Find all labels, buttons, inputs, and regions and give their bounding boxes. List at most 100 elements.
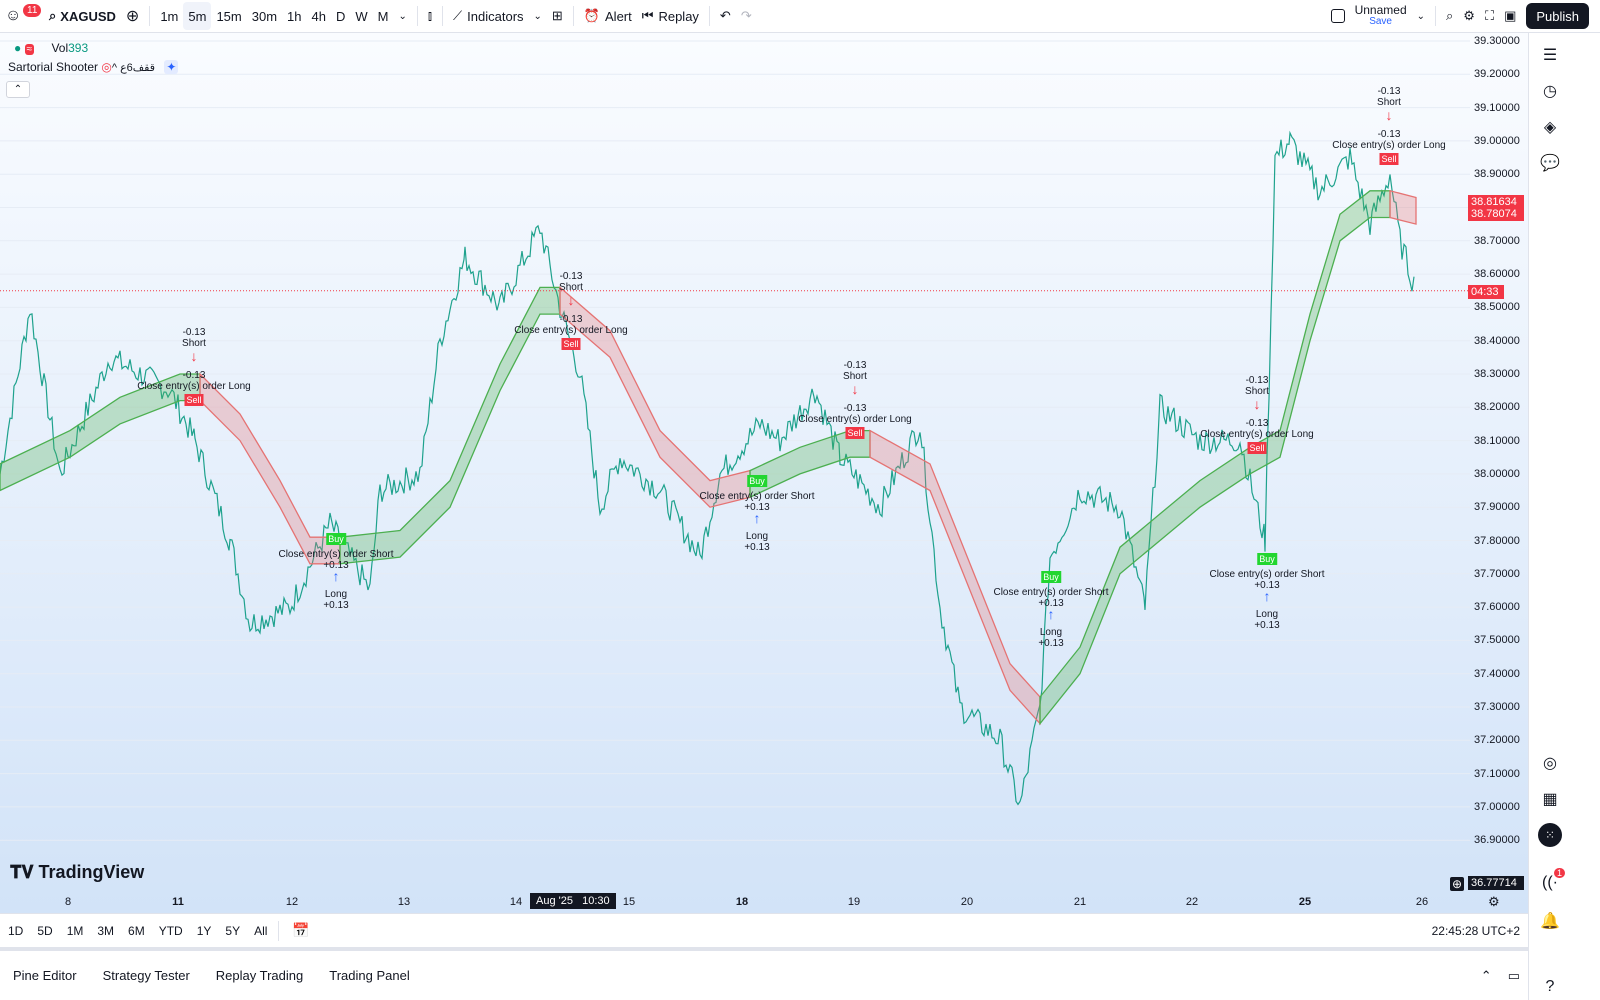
layout-dropdown[interactable]: ⌄ bbox=[1412, 2, 1430, 30]
price-tick: 37.20000 bbox=[1474, 734, 1520, 747]
search-icon: ⌕ bbox=[49, 8, 57, 23]
time-axis-settings-button[interactable]: ⚙ bbox=[1488, 894, 1500, 910]
chat-icon: 💬 bbox=[1540, 155, 1560, 172]
long-qty-label: +0.13 bbox=[323, 600, 349, 611]
time-tick: 25 bbox=[1298, 896, 1312, 908]
settings-button[interactable]: ⚙ bbox=[1458, 2, 1480, 30]
tab-strategy-tester[interactable]: Strategy Tester bbox=[102, 968, 190, 983]
range-button-1y[interactable]: 1Y bbox=[196, 923, 212, 938]
compare-symbol-button[interactable]: ⊕ bbox=[121, 2, 144, 30]
price-chart[interactable] bbox=[0, 33, 1528, 913]
alerts-button[interactable]: ◷ bbox=[1538, 79, 1562, 103]
layout-checkbox[interactable] bbox=[1326, 2, 1350, 30]
maximize-panel-button[interactable]: ▭ bbox=[1500, 968, 1528, 984]
short-qty-label: -0.13 bbox=[182, 327, 206, 338]
user-menu[interactable]: ☺ 11 bbox=[0, 2, 44, 30]
alarm-icon: ⏰ bbox=[583, 8, 601, 23]
apps-button[interactable]: ⁙ bbox=[1538, 823, 1562, 847]
interval-4h[interactable]: 4h bbox=[311, 8, 326, 24]
indicators-dropdown[interactable]: ⌄ bbox=[529, 2, 547, 30]
quick-search-button[interactable]: ⌕ bbox=[1441, 2, 1458, 30]
watchlist-button[interactable]: ☰ bbox=[1538, 43, 1562, 67]
time-tick: 22 bbox=[1185, 896, 1199, 908]
collapse-legend-button[interactable]: ⌃ bbox=[6, 81, 30, 98]
time-axis[interactable]: 8 11 12 13 14 15 18 19 20 21 22 25 26 bbox=[0, 893, 1470, 913]
short-arrow-icon: ↓ bbox=[851, 381, 859, 397]
bear-cloud-band bbox=[1389, 189, 1417, 225]
collapse-panel-button[interactable]: ⌃ bbox=[1473, 968, 1500, 984]
chart-pane[interactable]: ● ≈ Vol393 Sartorial Shooter ◎^ ققف6ع ✦ … bbox=[0, 33, 1528, 913]
range-button-1d[interactable]: 1D bbox=[8, 923, 24, 938]
plus-circle-icon: ⊕ bbox=[125, 8, 140, 25]
range-button-3m[interactable]: 3M bbox=[97, 923, 115, 938]
range-button-5d[interactable]: 5D bbox=[37, 923, 53, 938]
strategy-legend[interactable]: Sartorial Shooter ◎^ ققف6ع ✦ bbox=[8, 60, 179, 74]
buy-tag: Buy bbox=[747, 475, 767, 487]
help-icon: ? bbox=[1545, 978, 1555, 995]
chat-button[interactable]: 💬 bbox=[1538, 151, 1562, 175]
notifications-button[interactable]: 🔔 bbox=[1538, 909, 1562, 933]
volume-legend[interactable]: ● ≈ Vol393 bbox=[14, 41, 88, 55]
range-button-1m[interactable]: 1M bbox=[66, 923, 84, 938]
goto-date-button[interactable]: 📅 bbox=[284, 922, 317, 939]
price-tick: 39.20000 bbox=[1474, 68, 1520, 81]
time-tick: 21 bbox=[1073, 896, 1087, 908]
help-button[interactable]: ? bbox=[1538, 975, 1562, 999]
bear-cloud-band bbox=[199, 372, 341, 565]
price-tick: 37.30000 bbox=[1474, 701, 1520, 713]
alert-label: Alert bbox=[605, 8, 632, 24]
interval-w[interactable]: W bbox=[355, 8, 368, 24]
chart-type-button[interactable]: ⫾ bbox=[423, 2, 437, 30]
price-axis[interactable]: 39.30000 39.20000 39.10000 39.00000 38.90000… bbox=[1470, 33, 1528, 913]
interval-m[interactable]: M bbox=[377, 8, 389, 24]
indicators-button[interactable]: ⟋ Indicators bbox=[448, 2, 528, 30]
symbol-search[interactable]: ⌕ XAGUSD bbox=[44, 2, 121, 30]
stream-button[interactable]: ((· 1 bbox=[1538, 868, 1565, 895]
tab-trading-panel[interactable]: Trading Panel bbox=[329, 968, 410, 983]
timezone-clock[interactable]: 22:45:28 UTC+2 bbox=[1431, 923, 1520, 938]
price-tick: 38.50000 bbox=[1474, 301, 1520, 314]
range-button-5y[interactable]: 5Y bbox=[225, 923, 241, 938]
price-tick: 38.00000 bbox=[1474, 467, 1520, 480]
undo-button[interactable]: ↶ bbox=[715, 2, 736, 30]
ideas-button[interactable]: ◎ bbox=[1538, 751, 1562, 775]
fullscreen-icon: ⛶ bbox=[1484, 8, 1495, 23]
alert-button[interactable]: ⏰ Alert bbox=[579, 2, 637, 30]
interval-15m[interactable]: 15m bbox=[216, 8, 242, 24]
candles-icon: ⫾ bbox=[427, 8, 433, 23]
symbol-name: XAGUSD bbox=[60, 8, 116, 24]
fullscreen-button[interactable]: ⛶ bbox=[1480, 2, 1499, 30]
interval-1m[interactable]: 1m bbox=[160, 8, 179, 24]
long-qty-label: +0.13 bbox=[1254, 620, 1280, 631]
wave-icon: ≈ bbox=[24, 44, 35, 55]
tab-pine-editor[interactable]: Pine Editor bbox=[13, 968, 77, 983]
interval-1h[interactable]: 1h bbox=[287, 8, 302, 24]
short-arrow-icon: ↓ bbox=[1385, 107, 1393, 123]
replay-button[interactable]: ⏮ Replay bbox=[637, 2, 704, 30]
buy-tag: Buy bbox=[326, 533, 346, 545]
dot-icon: ● bbox=[14, 41, 22, 55]
interval-dropdown[interactable]: ⌄ bbox=[393, 2, 411, 30]
range-button-ytd[interactable]: YTD bbox=[158, 923, 183, 938]
range-button-all[interactable]: All bbox=[254, 923, 268, 938]
templates-button[interactable]: ⊞ bbox=[547, 2, 568, 30]
tradingview-watermark: 𝐓𝐕 TradingView bbox=[10, 862, 144, 883]
calendar-button[interactable]: ▦ bbox=[1538, 787, 1562, 811]
publish-button[interactable]: Publish bbox=[1521, 2, 1594, 30]
price-tick: 38.10000 bbox=[1474, 434, 1520, 447]
layout-name-button[interactable]: Unnamed Save bbox=[1350, 2, 1412, 30]
short-qty-label: -0.13 bbox=[1377, 86, 1401, 97]
interval-30m[interactable]: 30m bbox=[251, 8, 278, 24]
redo-button[interactable]: ↷ bbox=[736, 2, 757, 30]
interval-d[interactable]: D bbox=[335, 8, 346, 24]
add-alert-plus-icon[interactable]: ⊕ bbox=[1450, 877, 1464, 891]
interval-5m[interactable]: 5m bbox=[183, 2, 212, 30]
layers-button[interactable]: ◈ bbox=[1538, 115, 1562, 139]
range-button-6m[interactable]: 6M bbox=[128, 923, 145, 938]
target-icon: ◎ bbox=[1543, 755, 1557, 772]
vol-value: 393 bbox=[68, 41, 89, 55]
time-tick: 20 bbox=[960, 896, 974, 908]
short-label: Short bbox=[182, 338, 206, 349]
snapshot-button[interactable]: ▣ bbox=[1499, 2, 1521, 30]
tab-replay-trading[interactable]: Replay Trading bbox=[215, 968, 304, 983]
